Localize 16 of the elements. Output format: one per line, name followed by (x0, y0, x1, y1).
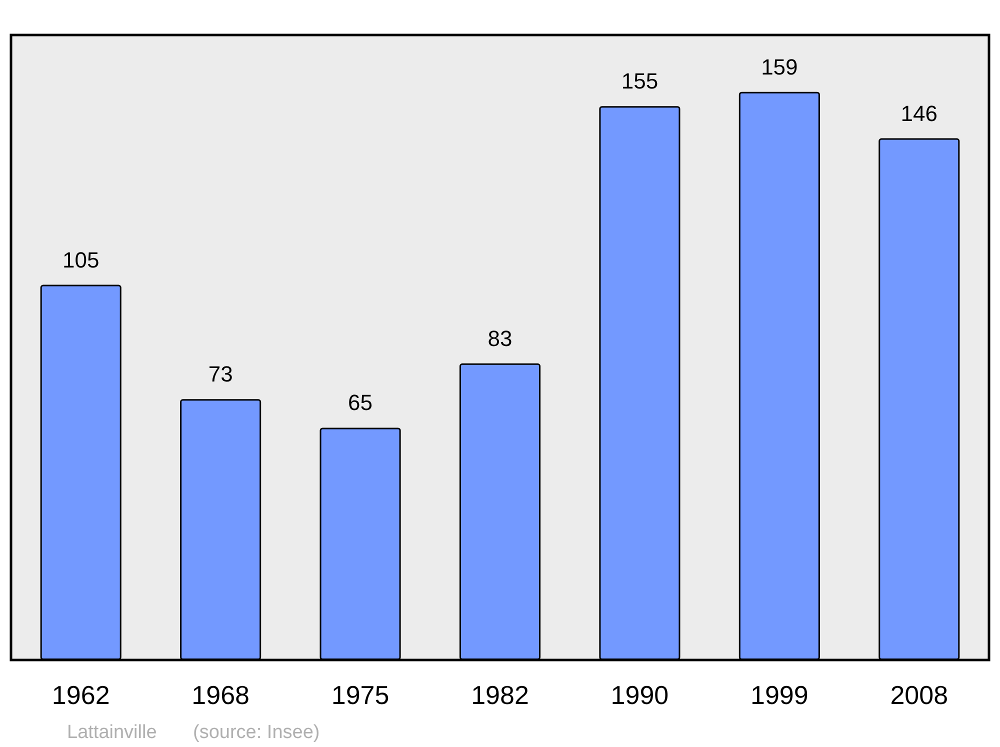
data-label: 146 (900, 100, 938, 126)
data-label: 159 (761, 54, 798, 80)
x-tick-label: 1968 (192, 680, 250, 710)
data-label: 65 (348, 390, 373, 416)
x-tick-label: 1999 (750, 680, 808, 710)
x-tick-label: 2008 (890, 680, 948, 710)
x-tick-label: 1982 (471, 680, 529, 710)
x-tick-label: 1990 (610, 680, 669, 710)
x-tick-label: 1962 (52, 680, 110, 710)
x-tick-label: 1975 (331, 680, 390, 710)
text: (source: Insee) (193, 722, 320, 743)
data-label: 83 (488, 326, 512, 351)
text: Lattainville (67, 722, 157, 743)
data-label: 105 (62, 247, 100, 272)
data-label: 73 (208, 362, 233, 387)
data-label: 155 (621, 68, 658, 94)
